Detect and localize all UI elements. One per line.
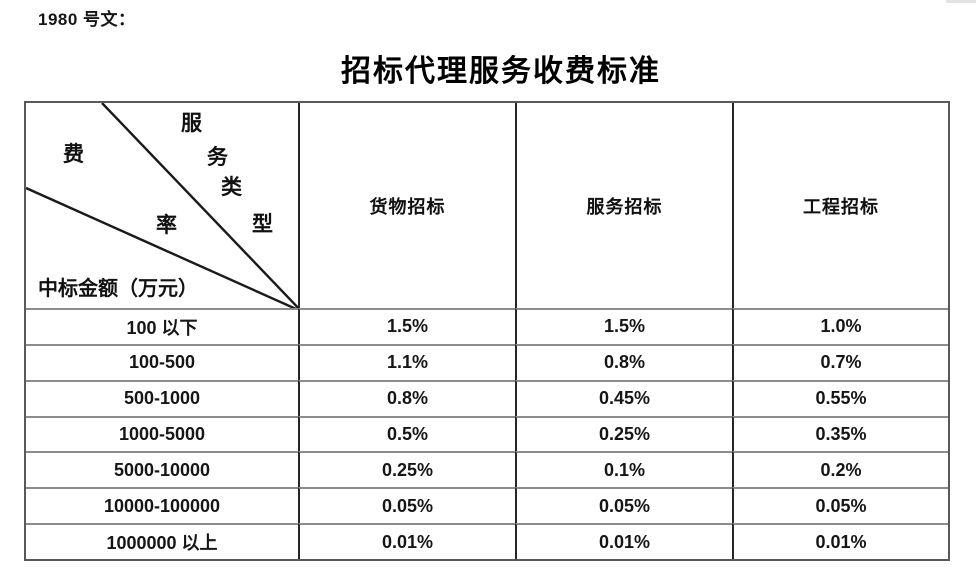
corner-service-type-char: 服: [181, 111, 202, 135]
service-rate-cell: 0.45%: [515, 379, 732, 416]
row-label: 500-1000: [26, 379, 298, 416]
engineering-rate-cell: 0.2%: [732, 451, 948, 488]
engineering-rate-cell: 0.01%: [732, 523, 948, 559]
corner-fee-char: 费: [63, 142, 84, 166]
service-rate-cell: 1.5%: [515, 308, 732, 344]
corner-fee-char: 率: [156, 213, 177, 237]
corner-service-type-char: 型: [252, 212, 273, 236]
engineering-rate-cell: 0.05%: [732, 487, 948, 524]
doc-ref: 1980 号文：: [38, 10, 136, 29]
column-header-goods: 货物招标: [298, 103, 515, 308]
goods-rate-cell: 0.05%: [298, 487, 515, 524]
engineering-rate-cell: 0.55%: [732, 379, 948, 416]
row-label: 100-500: [26, 343, 298, 380]
row-label: 100 以下: [26, 308, 298, 344]
page-title: 招标代理服务收费标准: [341, 55, 661, 88]
engineering-rate-cell: 1.0%: [732, 308, 948, 344]
table-corner-cell: 服 费 务 类 率 型 中标金额（万元）: [26, 103, 298, 308]
amount-axis-label: 中标金额（万元）: [38, 278, 198, 300]
row-label: 5000-10000: [26, 451, 298, 487]
engineering-rate-cell: 0.35%: [732, 415, 948, 452]
service-rate-cell: 0.25%: [515, 415, 732, 452]
goods-rate-cell: 0.5%: [298, 415, 515, 452]
page-edge-artifact: [946, 0, 976, 3]
corner-service-type-char: 务: [207, 145, 228, 169]
column-header-engineering: 工程招标: [732, 103, 948, 308]
row-label: 1000-5000: [26, 415, 298, 452]
goods-rate-cell: 0.01%: [298, 523, 515, 559]
goods-rate-cell: 1.1%: [298, 343, 515, 380]
goods-rate-cell: 0.8%: [298, 379, 515, 416]
service-rate-cell: 0.01%: [515, 523, 732, 559]
column-header-service: 服务招标: [515, 103, 732, 308]
goods-rate-cell: 0.25%: [298, 451, 515, 488]
service-rate-cell: 0.05%: [515, 487, 732, 524]
fee-table: 服 费 务 类 率 型 中标金额（万元） 货物招标 服务招标 工程招标 100 …: [24, 101, 950, 561]
row-label: 1000000 以上: [26, 523, 298, 559]
goods-rate-cell: 1.5%: [298, 308, 515, 344]
diagonal-divider-lines: [26, 103, 298, 308]
engineering-rate-cell: 0.7%: [732, 343, 948, 380]
service-rate-cell: 0.8%: [515, 343, 732, 380]
corner-service-type-char: 类: [221, 175, 242, 199]
row-label: 10000-100000: [26, 487, 298, 523]
service-rate-cell: 0.1%: [515, 451, 732, 488]
